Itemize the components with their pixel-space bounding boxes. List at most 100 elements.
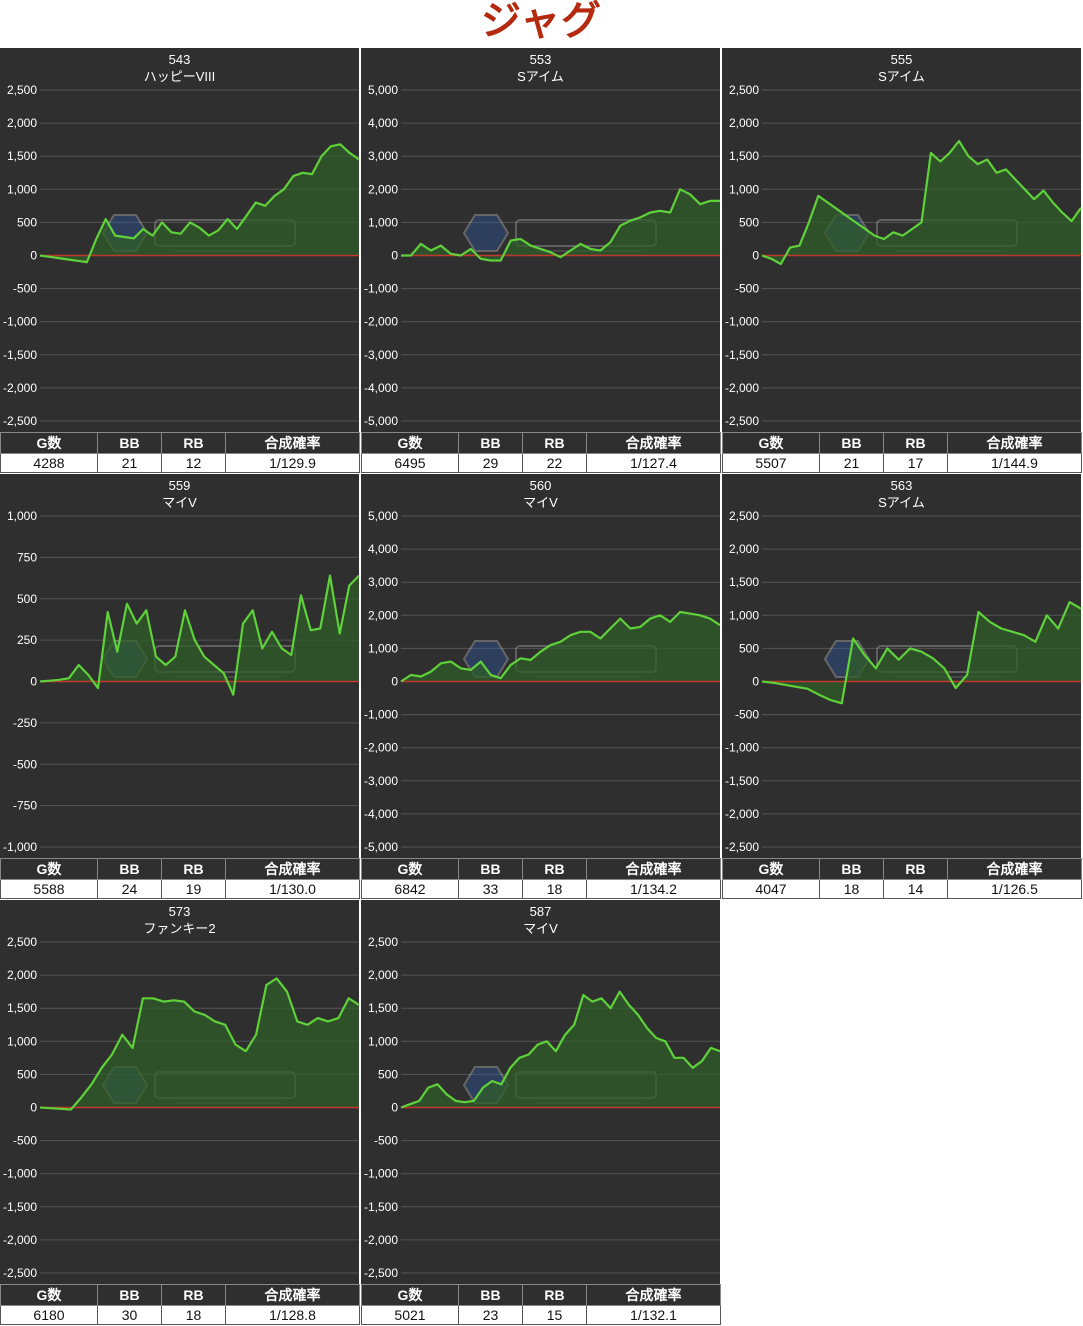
chart-area: 559 マイV 1,000 750 500 250 0 -250 -500 -750 -1,000 — [0, 474, 359, 858]
games-value: 6842 — [361, 879, 459, 899]
y-tick-label: 1,000 — [7, 182, 37, 196]
y-tick-label: -2,000 — [725, 807, 759, 821]
area-fill — [401, 189, 720, 261]
series-line — [401, 188, 720, 262]
y-tick-label: -2,000 — [3, 381, 37, 395]
machine-name: マイV — [523, 495, 558, 510]
stats-header-cell: G数 — [361, 432, 459, 454]
y-tick-label: 5,000 — [368, 509, 398, 523]
games-value: 4047 — [722, 879, 820, 899]
games-value: 5021 — [361, 1305, 459, 1325]
y-tick-label: 1,000 — [7, 509, 37, 523]
bb-value: 21 — [819, 453, 884, 473]
bb-value: 29 — [458, 453, 523, 473]
y-tick-label: 0 — [752, 249, 759, 263]
y-tick-label: 500 — [17, 215, 37, 229]
y-tick-label: -2,500 — [725, 414, 759, 428]
stats-table: G数 BB RB 合成確率 5588 24 19 1/130.0 — [0, 858, 360, 899]
slump-chart: 2,500 2,000 1,500 1,000 500 0 -500 -1,000 -1,500… — [364, 935, 720, 1280]
machine-name: マイV — [523, 921, 558, 936]
y-tick-label: -500 — [13, 1134, 37, 1148]
y-tick-label: 500 — [17, 592, 37, 606]
stats-header-cell: 合成確率 — [947, 432, 1082, 454]
y-tick-label: 0 — [30, 1101, 37, 1115]
stats-header-cell: RB — [161, 858, 226, 880]
series-line — [400, 990, 720, 1109]
y-tick-label: 500 — [739, 215, 759, 229]
chart-area: 555 Sアイム 2,500 2,000 1,500 1,000 500 0 -500 -1,00… — [722, 48, 1081, 432]
stats-header-cell: BB — [458, 858, 523, 880]
machine-name: Sアイム — [517, 69, 564, 84]
y-tick-label: -1,500 — [364, 1200, 398, 1214]
probability-value: 1/144.9 — [947, 453, 1082, 473]
stats-header-cell: 合成確率 — [586, 1284, 721, 1306]
machine-panel: 560 マイV 5,000 4,000 3,000 2,000 1,000 0 -1,000 -2… — [361, 474, 721, 899]
machine-number: 559 — [168, 478, 191, 493]
y-tick-label: 2,000 — [7, 968, 37, 982]
chart-area: 563 Sアイム 2,500 2,000 1,500 1,000 500 0 -500 -1,00… — [722, 474, 1081, 858]
stats-header-cell: 合成確率 — [225, 858, 360, 880]
y-tick-label: -4,000 — [364, 381, 398, 395]
bb-value: 21 — [97, 453, 162, 473]
series-line — [39, 574, 359, 696]
y-tick-label: 2,500 — [729, 509, 759, 523]
y-tick-label: 5,000 — [368, 83, 398, 97]
machine-name: ファンキー2 — [143, 921, 216, 936]
chart-area: 543 ハッピーVIII 2,500 2,000 1,500 1,000 500 0 -500 -… — [0, 48, 359, 432]
y-tick-label: -2,500 — [3, 1266, 37, 1280]
y-tick-label: 1,000 — [368, 641, 398, 655]
machine-name: Sアイム — [878, 69, 925, 84]
probability-value: 1/126.5 — [947, 879, 1082, 899]
stats-header-cell: RB — [161, 1284, 226, 1306]
stats-header-cell: BB — [97, 1284, 162, 1306]
series-line — [761, 601, 1081, 705]
y-tick-label: -1,500 — [725, 348, 759, 362]
stats-header-cell: 合成確率 — [947, 858, 1082, 880]
probability-value: 1/134.2 — [586, 879, 721, 899]
machine-name: Sアイム — [878, 495, 925, 510]
stats-header-cell: RB — [883, 858, 948, 880]
stats-header-cell: G数 — [361, 858, 459, 880]
probability-value: 1/128.8 — [225, 1305, 360, 1325]
machine-name: マイV — [162, 495, 197, 510]
slump-chart: 5,000 4,000 3,000 2,000 1,000 0 -1,000 -2,000 -3… — [364, 83, 720, 428]
probability-value: 1/132.1 — [586, 1305, 721, 1325]
y-tick-label: 0 — [391, 249, 398, 263]
y-tick-label: 0 — [391, 675, 398, 689]
y-tick-label: -2,000 — [364, 315, 398, 329]
y-tick-label: -2,500 — [725, 840, 759, 854]
y-tick-label: -1,500 — [3, 1200, 37, 1214]
machine-panel: 555 Sアイム 2,500 2,000 1,500 1,000 500 0 -500 -1,00… — [722, 48, 1082, 473]
series-line — [39, 143, 359, 264]
area-fill — [40, 978, 359, 1110]
y-tick-label: 750 — [17, 550, 37, 564]
machine-number: 587 — [529, 904, 552, 919]
stats-header-cell: G数 — [0, 1284, 98, 1306]
y-tick-label: 2,000 — [368, 608, 398, 622]
y-tick-label: 2,000 — [7, 116, 37, 130]
y-tick-label: 1,000 — [368, 215, 398, 229]
stats-header-cell: BB — [97, 432, 162, 454]
machine-number: 563 — [890, 478, 913, 493]
y-tick-label: 0 — [30, 675, 37, 689]
stats-header-cell: G数 — [0, 858, 98, 880]
stats-table: G数 BB RB 合成確率 4288 21 12 1/129.9 — [0, 432, 360, 473]
y-tick-label: -1,000 — [364, 1167, 398, 1181]
machine-number: 553 — [529, 52, 552, 67]
y-tick-label: -5,000 — [364, 840, 398, 854]
y-tick-label: 3,000 — [368, 575, 398, 589]
stats-header-row: G数 BB RB 合成確率 — [0, 858, 360, 880]
machine-panel: 573 ファンキー2 2,500 2,000 1,500 1,000 500 0 -500 -1,… — [0, 900, 360, 1325]
y-tick-label: 2,500 — [7, 83, 37, 97]
slump-chart: 1,000 750 500 250 0 -250 -500 -750 -1,000 — [3, 509, 359, 854]
area-fill — [762, 141, 1081, 265]
y-tick-label: 1,000 — [7, 1034, 37, 1048]
y-tick-label: 2,000 — [368, 182, 398, 196]
y-tick-label: 1,000 — [729, 608, 759, 622]
machine-number: 573 — [168, 904, 191, 919]
probability-value: 1/129.9 — [225, 453, 360, 473]
stats-table: G数 BB RB 合成確率 5507 21 17 1/144.9 — [722, 432, 1082, 473]
y-tick-label: 1,500 — [729, 149, 759, 163]
y-tick-label: -1,500 — [3, 348, 37, 362]
rb-value: 18 — [161, 1305, 226, 1325]
